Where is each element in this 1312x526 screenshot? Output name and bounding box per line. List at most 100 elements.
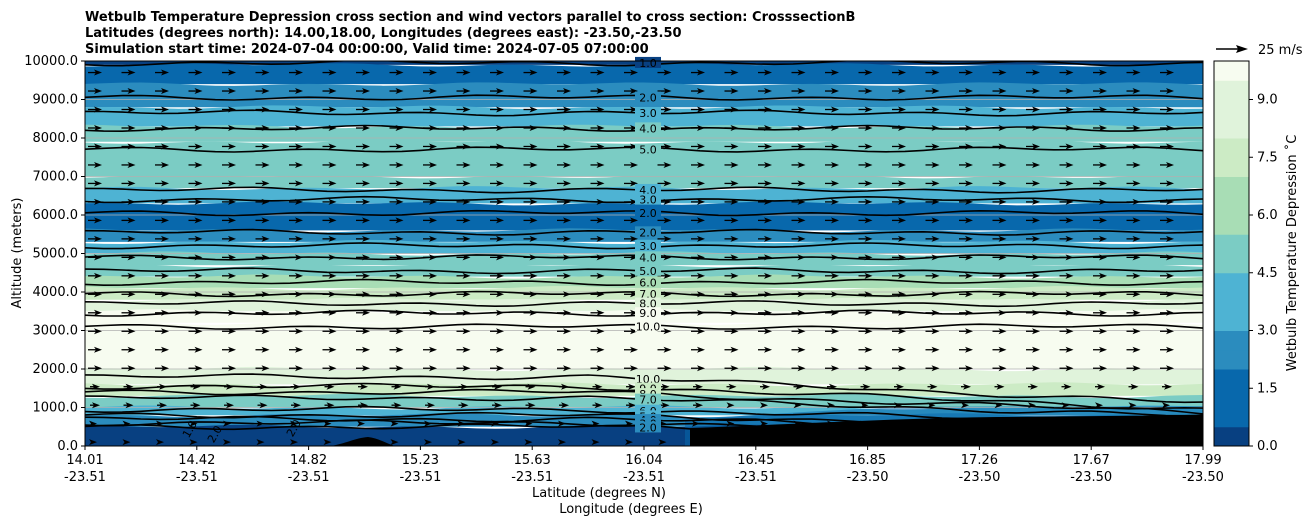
wind-vector	[491, 420, 499, 427]
wind-vector-head	[596, 254, 605, 261]
wind-vector	[389, 291, 404, 298]
wind-vector-head	[1166, 346, 1174, 353]
wind-vector	[456, 143, 471, 150]
wind-vector	[758, 69, 772, 76]
wind-vector	[356, 235, 370, 242]
wind-vector-head	[931, 328, 940, 335]
wind-vector-head	[797, 235, 806, 242]
wind-vector-head	[429, 180, 437, 187]
wind-vector	[791, 161, 806, 168]
contour-label: 3.0	[639, 194, 657, 207]
wind-vector-head	[127, 161, 136, 168]
wind-vector-head	[793, 402, 802, 409]
wind-vector-head	[596, 69, 605, 76]
wind-vector	[1093, 272, 1107, 279]
wind-vector	[188, 365, 203, 372]
wind-vector	[925, 161, 940, 168]
wind-vector-head	[625, 439, 633, 446]
wind-vector-head	[726, 402, 735, 409]
wind-vector-head	[764, 180, 772, 187]
x-tick-label-lon: -23.50	[958, 470, 1000, 485]
wind-vector	[458, 383, 469, 390]
wind-vector	[289, 69, 303, 76]
wind-vector	[1126, 124, 1141, 131]
wind-vector	[925, 88, 940, 95]
wind-vector-head	[360, 383, 368, 390]
wind-vector	[557, 161, 571, 168]
wind-vector-head	[295, 198, 303, 205]
wind-vector	[1093, 198, 1107, 205]
wind-vector-head	[663, 365, 672, 372]
colorbar-tick-label: 7.5	[1257, 150, 1278, 165]
wind-vector	[624, 365, 638, 372]
wind-vector-head	[92, 402, 100, 409]
wind-vector-head	[122, 420, 131, 427]
wind-vector	[825, 235, 839, 242]
wind-vector-head	[998, 328, 1007, 335]
wind-vector-head	[1032, 365, 1040, 372]
wind-vector-head	[228, 69, 236, 76]
wind-vector	[456, 180, 471, 187]
wind-vector	[894, 420, 902, 427]
wind-vector-head	[831, 254, 839, 261]
wind-vector-head	[596, 143, 605, 150]
wind-vector-head	[228, 180, 236, 187]
wind-vector	[992, 272, 1007, 279]
wind-vector	[490, 291, 504, 298]
wind-vector	[927, 402, 936, 409]
wind-vector-head	[1032, 291, 1040, 298]
wind-vector-head	[898, 217, 906, 224]
wind-vector	[591, 439, 600, 446]
wind-vector	[289, 291, 303, 298]
wind-vector-head	[726, 420, 735, 427]
wind-vector	[791, 328, 806, 335]
wind-vector-head	[730, 235, 739, 242]
wind-vector-head	[462, 365, 471, 372]
wind-vector	[724, 69, 739, 76]
wind-vector-head	[261, 365, 270, 372]
wind-vector-head	[393, 402, 402, 409]
wind-vector-head	[328, 235, 337, 242]
wind-vector-head	[998, 365, 1007, 372]
wind-vector-head	[462, 328, 471, 335]
wind-vector-head	[965, 143, 973, 150]
wind-vector-head	[764, 69, 772, 76]
wind-vector-head	[764, 198, 772, 205]
wind-vector	[624, 309, 638, 316]
wind-vector-head	[697, 291, 705, 298]
wind-vector-head	[395, 328, 404, 335]
wind-vector-head	[161, 272, 169, 279]
wind-vector-head	[462, 198, 471, 205]
wind-vector	[657, 161, 672, 168]
wind-vector-head	[462, 254, 471, 261]
wind-vector-head	[529, 235, 538, 242]
wind-vector	[289, 180, 303, 187]
wind-vector	[590, 161, 605, 168]
wind-vector	[959, 365, 973, 372]
wind-vector	[1160, 235, 1174, 242]
wind-vector-head	[256, 439, 265, 446]
wind-vector-head	[125, 383, 134, 390]
contour-label: 5.0	[639, 144, 657, 157]
wind-vector	[356, 217, 370, 224]
wind-vector-head	[161, 180, 169, 187]
wind-vector-head	[328, 198, 337, 205]
wind-vector-head	[362, 309, 370, 316]
wind-vector	[423, 161, 437, 168]
y-tick-label: 2000.0	[33, 362, 79, 377]
wind-vector	[255, 346, 270, 353]
wind-vector	[122, 439, 131, 446]
x-tick-label-lat: 17.67	[1073, 453, 1110, 468]
wind-vector	[188, 346, 203, 353]
wind-vector-head	[1128, 402, 1137, 409]
wind-vector	[558, 439, 566, 446]
wind-vector	[190, 402, 201, 409]
wind-vector-head	[1032, 346, 1040, 353]
wind-vector-head	[730, 365, 739, 372]
wind-vector-head	[94, 272, 102, 279]
wind-vector	[1160, 365, 1174, 372]
wind-vector-head	[864, 198, 873, 205]
wind-vector-head	[898, 328, 906, 335]
wind-vector	[758, 180, 772, 187]
wind-vector	[692, 420, 700, 427]
